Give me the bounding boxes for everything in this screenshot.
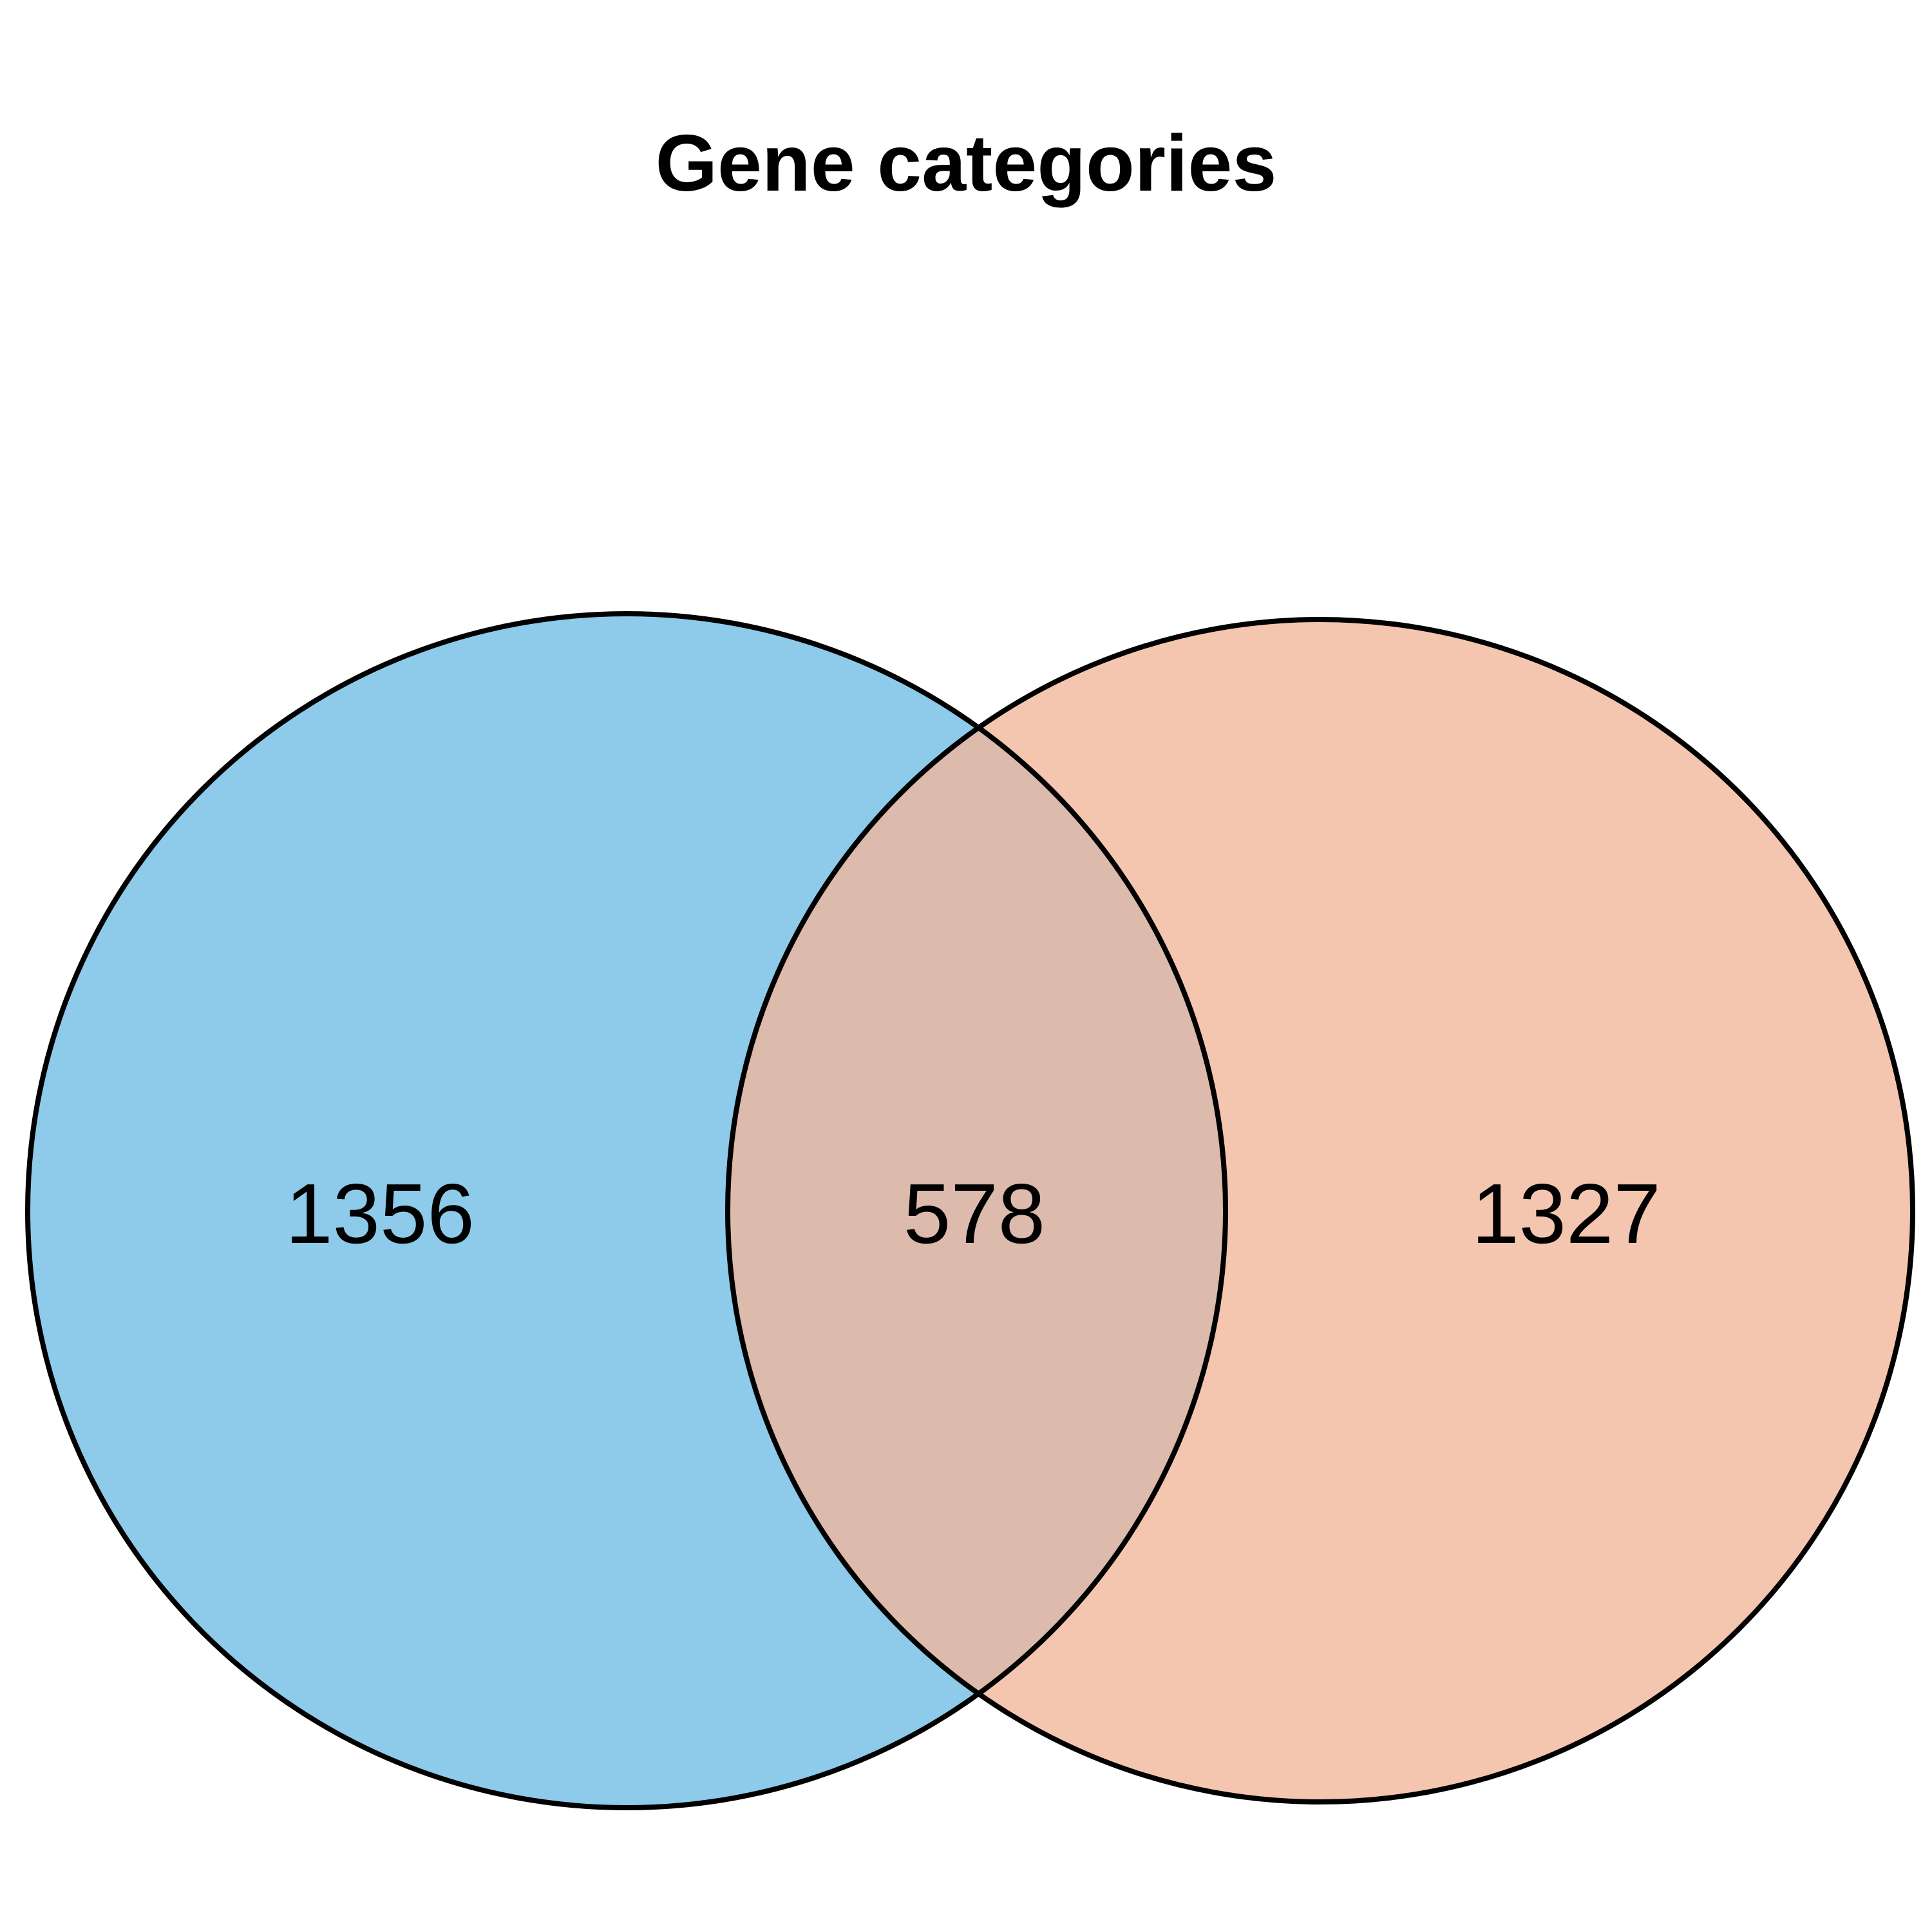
left-only-count: 1356 <box>285 1166 475 1261</box>
left-set-outline <box>25 611 1228 1810</box>
chart-title: Gene categories <box>656 119 1277 208</box>
intersection-count: 578 <box>904 1166 1045 1261</box>
right-only-count: 1327 <box>1472 1166 1661 1261</box>
intersection-region <box>728 620 1226 1802</box>
right-set-outline <box>725 617 1915 1804</box>
